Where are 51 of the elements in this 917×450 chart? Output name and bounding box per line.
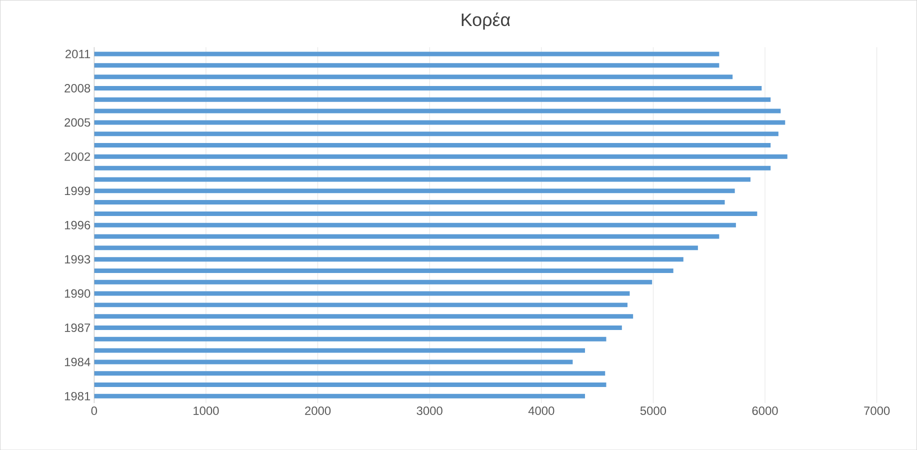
x-tick-label: 2000: [305, 406, 331, 415]
bar: [94, 302, 628, 308]
bar: [94, 86, 762, 90]
y-tick-label: 2005: [64, 118, 90, 127]
bar: [94, 268, 674, 273]
x-tick-label: 6000: [752, 406, 778, 415]
y-tick-label: 1996: [64, 220, 90, 230]
chart-title: Κορέα: [462, 12, 510, 30]
bar: [94, 97, 771, 102]
bar: [94, 188, 735, 194]
bar: [94, 177, 750, 182]
bar: [94, 394, 585, 398]
bar: [94, 371, 606, 376]
bar: [94, 166, 771, 170]
bar: [94, 142, 771, 148]
x-tick-label: 0: [91, 406, 98, 415]
y-tick-label: 2008: [64, 84, 90, 92]
bar: [94, 63, 720, 68]
bar: [94, 256, 684, 262]
bar: [94, 348, 585, 353]
y-tick-label: 1990: [64, 289, 90, 298]
y-tick-label: 2011: [66, 50, 90, 58]
y-tick-label: 1984: [64, 358, 90, 366]
bar: [94, 132, 778, 136]
x-tick-label: 3000: [416, 406, 442, 415]
bar: [94, 211, 758, 216]
y-tick-label: 1999: [64, 186, 90, 196]
y-tick-label: 1993: [64, 254, 90, 264]
bar: [94, 382, 606, 387]
bar: [94, 222, 736, 228]
bar: [94, 108, 781, 114]
y-tick-label: 1987: [64, 323, 90, 332]
y-tick-label: 1981: [64, 392, 90, 400]
bar: [94, 360, 573, 364]
bar: [94, 325, 622, 330]
x-tick-label: 4000: [528, 406, 554, 415]
bar: [94, 154, 788, 159]
x-tick-label: 7000: [864, 406, 890, 415]
x-tick-label: 1000: [194, 406, 219, 415]
bar: [94, 120, 786, 125]
bar: [94, 234, 720, 239]
bar: [94, 280, 652, 284]
y-tick-label: 2002: [64, 152, 90, 161]
bar: [94, 291, 630, 296]
x-tick-label: 5000: [640, 406, 666, 415]
bar: [94, 246, 698, 250]
bar: [94, 314, 634, 318]
bar: [94, 336, 606, 342]
bar: [94, 74, 733, 79]
bar: [94, 200, 725, 204]
bar: [94, 52, 720, 56]
